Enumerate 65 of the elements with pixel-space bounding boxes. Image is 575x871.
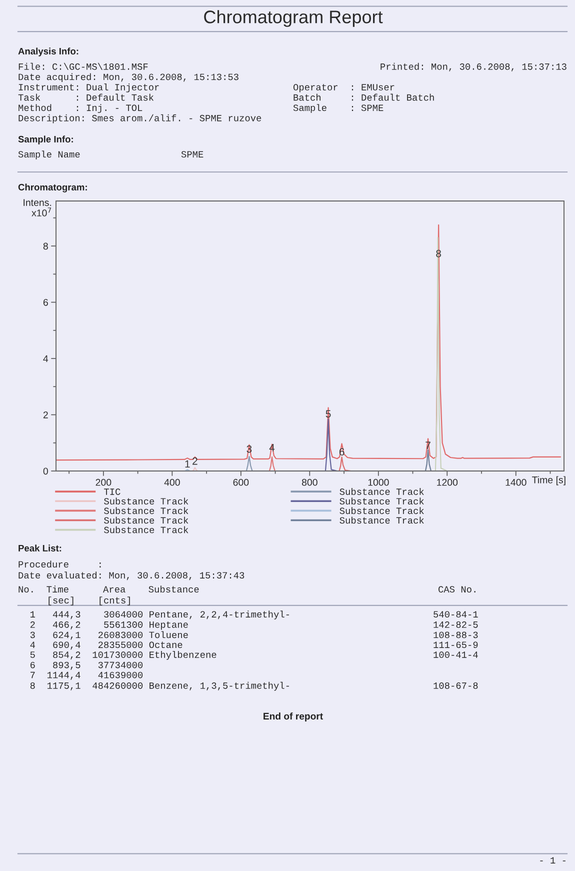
text: Batch : Default Batch: [294, 94, 434, 101]
legend-label: Substance Track: [340, 516, 424, 524]
y-tick-label: 0: [43, 468, 48, 475]
text: 1 444,3 3064000 Pentane, 2,2,4-trimethyl-: [30, 610, 289, 620]
text: 142-82-5: [434, 621, 478, 628]
text: Printed: Mon, 30.6.2008, 15:37:13: [380, 62, 566, 72]
legend-label: Substance Track: [104, 526, 188, 534]
text: Peak List:: [18, 544, 62, 552]
text: Task : Default Task: [18, 94, 154, 101]
text: Description: Smes arom./alif. - SPME ruzove: [18, 114, 262, 124]
y-tick-label: 4: [43, 355, 48, 362]
text: 111-65-9: [434, 642, 478, 648]
text: CAS No.: [438, 586, 476, 593]
text: 4 690,4 28355000 Octane: [30, 642, 182, 650]
legend-label: Substance Track: [104, 498, 188, 505]
text: No. Time Area Substance: [18, 586, 199, 593]
legend-label: Substance Track: [104, 516, 188, 524]
text: 5 854,2 101730000 Ethylbenzene: [30, 651, 216, 660]
x-tick-label: 1000: [368, 478, 389, 486]
text: File: C:\GC-MS\1801.MSF: [18, 62, 148, 70]
text: Sample Info:: [18, 136, 73, 144]
text: 2 466,2 5561300 Heptane: [30, 621, 188, 630]
chart-title: Chromatogram Report: [204, 10, 383, 27]
x-tick-label: 1200: [437, 478, 458, 486]
y-tick-label: 6: [43, 298, 48, 306]
x-tick-label: 200: [96, 478, 112, 486]
legend-label: Substance Track: [340, 507, 424, 514]
text: 540-84-1: [434, 611, 478, 618]
annotation: 7: [426, 442, 430, 449]
text: 108-67-8: [434, 682, 478, 689]
x-axis-title: Time [s]: [532, 476, 566, 486]
text: - 1 -: [540, 857, 566, 864]
annotation: 6: [339, 448, 344, 456]
text: Instrument: Dual Injector: [18, 84, 159, 92]
text: Date acquired: Mon, 30.6.2008, 15:13:53: [18, 73, 238, 82]
text: 108-88-3: [434, 632, 478, 638]
text: Sample Name: [18, 150, 80, 160]
text: 7 1144,4 41639000: [30, 672, 143, 680]
text: SPME: [181, 151, 204, 158]
text: [sec] [cnts]: [48, 596, 130, 606]
annotation: 2: [192, 457, 198, 465]
text: 3 624,1 26083000 Toluene: [30, 631, 188, 640]
text: Operator : EMUser: [293, 84, 394, 92]
text: Chromatogram:: [18, 184, 87, 192]
legend-label: Substance Track: [340, 488, 424, 495]
legend-label: Substance Track: [340, 498, 424, 505]
text: Method : Inj. - TOL: [18, 104, 142, 113]
annotation: 1: [185, 460, 190, 468]
legend-label: TIC: [104, 488, 120, 495]
text: 100-41-4: [434, 652, 478, 658]
text: End of report: [264, 712, 323, 722]
text: 6 893,5 37734000: [30, 662, 143, 670]
text: 8 1175,1 484260000 Benzene, 1,3,5-trimethyl-: [30, 682, 289, 691]
x-tick-label: 1400: [506, 478, 526, 486]
text: Analysis Info:: [18, 48, 78, 56]
text: Sample : SPME: [293, 104, 384, 113]
legend-label: Substance Track: [104, 507, 188, 514]
y-tick-label: 8: [43, 242, 48, 250]
x-tick-label: 400: [164, 478, 180, 486]
text: Date evaluated: Mon, 30.6.2008, 15:37:43: [18, 572, 244, 580]
y-tick-label: 2: [43, 411, 48, 418]
x-tick-label: 600: [233, 478, 249, 486]
text: Procedure :: [18, 560, 101, 568]
y-axis-title: Intens. x10$^{7}$: [24, 199, 52, 216]
x-tick-label: 800: [302, 478, 318, 486]
